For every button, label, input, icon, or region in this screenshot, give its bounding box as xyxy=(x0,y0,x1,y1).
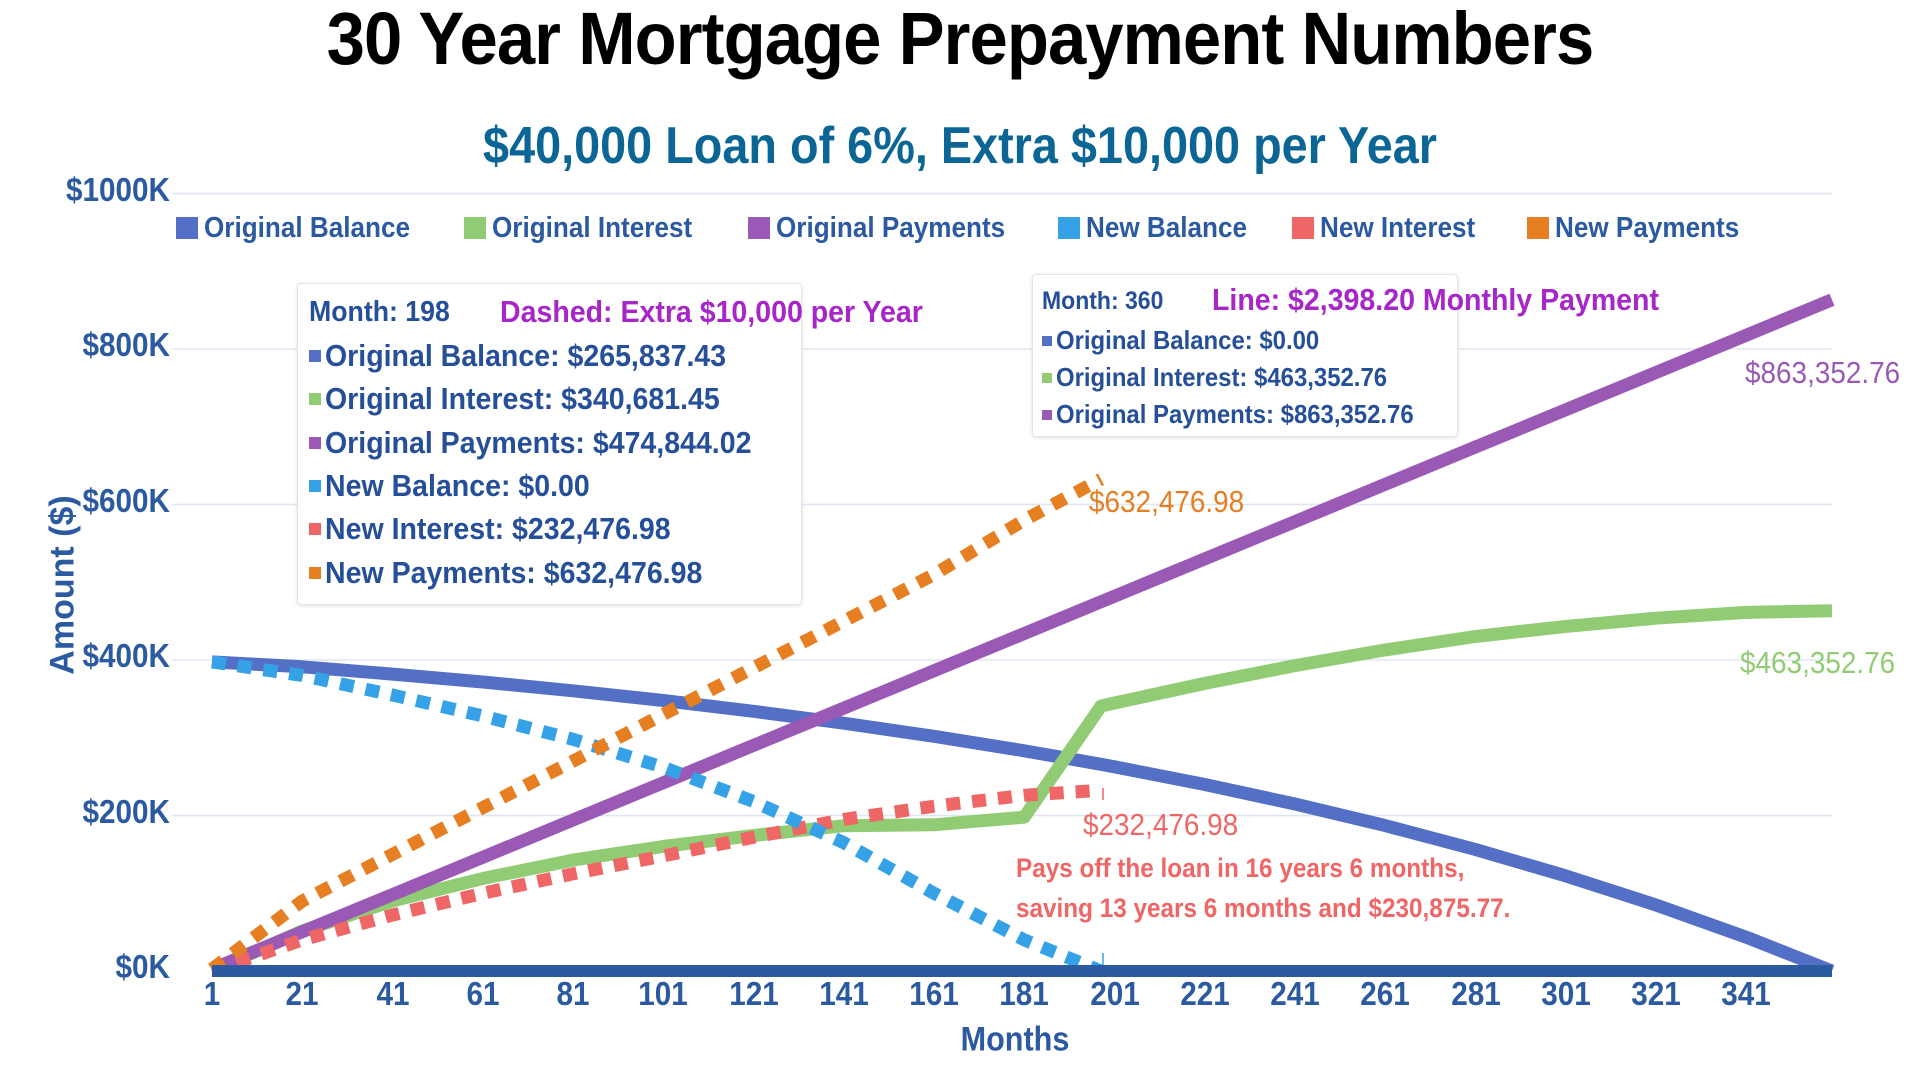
series-line-original-interest[interactable] xyxy=(209,604,1833,977)
series-swatch-icon xyxy=(309,437,321,449)
series-swatch-icon xyxy=(309,567,321,579)
tooltip-month-198 xyxy=(297,283,802,605)
x-tick: 101 xyxy=(638,975,689,1012)
series-line-new-interest[interactable] xyxy=(209,783,1102,978)
legend-item-new-balance[interactable]: New Balance xyxy=(1058,208,1265,248)
legend-item-original-payments[interactable]: Original Payments xyxy=(748,208,1031,248)
legend-item-original-interest[interactable]: Original Interest xyxy=(464,208,714,248)
tooltip-row-original-interest: Original Interest: $340,681.45 xyxy=(309,381,754,417)
legend-label: Original Interest xyxy=(492,211,693,244)
series-line-original-payments[interactable] xyxy=(209,293,1835,976)
tooltip-month-360 xyxy=(1032,274,1458,437)
x-tick: 41 xyxy=(375,975,410,1012)
series-swatch-icon xyxy=(309,350,321,362)
tooltip-month-360-note: Line: $2,398.20 Monthly Payment xyxy=(1212,282,1659,317)
series-layer xyxy=(208,293,1835,978)
end-label-original-interest: $463,352.76 xyxy=(1740,645,1896,680)
series-swatch-icon xyxy=(1042,372,1052,383)
y-tick: $200K xyxy=(82,793,170,830)
chart-subtitle: $40,000 Loan of 6%, Extra $10,000 per Ye… xyxy=(483,117,1437,175)
x-tick: 261 xyxy=(1360,975,1411,1012)
x-tick: 221 xyxy=(1179,975,1230,1012)
x-tick: 1 xyxy=(203,975,221,1012)
tooltip-row-text: Original Payments: $474,844.02 xyxy=(325,425,752,460)
tooltip-month-198-note: Dashed: Extra $10,000 per Year xyxy=(500,294,923,329)
end-label-original-payments: $863,352.76 xyxy=(1745,355,1901,390)
tooltip-row-text: Original Balance: $0.00 xyxy=(1056,325,1320,355)
tooltip-row-text: New Interest: $232,476.98 xyxy=(325,511,671,546)
series-swatch-icon xyxy=(309,480,321,492)
legend-label: Original Balance xyxy=(204,211,410,244)
series-line-new-payments[interactable] xyxy=(208,473,1105,975)
savings-annotation-line2: saving 13 years 6 months and $230,875.77… xyxy=(1016,893,1511,923)
legend-swatch-icon xyxy=(1292,217,1314,239)
legend-item-original-balance[interactable]: Original Balance xyxy=(176,208,433,248)
y-tick: $0K xyxy=(115,948,170,985)
x-tick: 241 xyxy=(1270,975,1320,1012)
tooltip-row-original-payments: Original Payments: $474,844.02 xyxy=(309,425,789,461)
legend-label: New Interest xyxy=(1320,211,1476,244)
x-tick: 201 xyxy=(1089,975,1140,1012)
x-axis-line xyxy=(212,965,1832,977)
legend-swatch-icon xyxy=(176,217,198,239)
x-tick: 21 xyxy=(285,975,319,1012)
tooltip-row-new-payments: New Payments: $632,476.98 xyxy=(309,555,735,591)
legend-swatch-icon xyxy=(1058,217,1080,239)
x-tick: 281 xyxy=(1450,975,1501,1012)
x-tick: 161 xyxy=(909,975,959,1012)
legend-label: Original Payments xyxy=(776,211,1006,244)
tooltip-row-text: Original Interest: $463,352.76 xyxy=(1056,362,1388,392)
series-swatch-icon xyxy=(1042,335,1052,346)
legend-label: New Payments xyxy=(1555,211,1740,244)
series-swatch-icon xyxy=(1042,409,1052,420)
tooltip-row-original-balance: Original Balance: $265,837.43 xyxy=(309,338,761,374)
y-tick: $800K xyxy=(82,326,170,363)
x-axis-label: Months xyxy=(960,1020,1070,1059)
tooltip-row-text: Original Interest: $340,681.45 xyxy=(325,381,720,416)
tooltip-row-original-payments: Original Payments: $863,352.76 xyxy=(1042,399,1445,430)
x-tick: 141 xyxy=(818,975,869,1012)
tooltip-row-text: New Payments: $632,476.98 xyxy=(325,555,703,590)
end-label-new-interest: $232,476.98 xyxy=(1083,807,1239,842)
x-tick: 181 xyxy=(999,975,1050,1012)
y-tick: $400K xyxy=(82,637,170,674)
chart-title: 30 Year Mortgage Prepayment Numbers xyxy=(326,0,1595,80)
tooltip-row-original-interest: Original Interest: $463,352.76 xyxy=(1042,362,1416,393)
x-tick: 341 xyxy=(1721,975,1772,1012)
x-tick: 321 xyxy=(1631,975,1681,1012)
tooltip-month-360-label: Month: 360 xyxy=(1042,287,1164,315)
tooltip-row-text: Original Balance: $265,837.43 xyxy=(325,338,727,373)
series-swatch-icon xyxy=(309,393,321,405)
legend-label: New Balance xyxy=(1086,211,1248,244)
x-tick: 61 xyxy=(466,975,500,1012)
legend-item-new-interest[interactable]: New Interest xyxy=(1292,208,1492,248)
tooltip-row-text: Original Payments: $863,352.76 xyxy=(1056,399,1414,429)
x-tick: 301 xyxy=(1540,975,1591,1012)
x-tick: 81 xyxy=(556,975,590,1012)
series-swatch-icon xyxy=(309,523,321,535)
legend-swatch-icon xyxy=(464,217,486,239)
legend-swatch-icon xyxy=(1527,217,1549,239)
tooltip-row-new-interest: New Interest: $232,476.98 xyxy=(309,511,701,547)
tooltip-month-198-label: Month: 198 xyxy=(309,296,450,328)
x-tick: 121 xyxy=(728,975,779,1012)
tooltip-row-new-balance: New Balance: $0.00 xyxy=(309,468,613,504)
tooltip-row-text: New Balance: $0.00 xyxy=(325,468,590,503)
y-tick: $600K xyxy=(82,482,170,519)
end-label-new-payments: $632,476.98 xyxy=(1089,484,1245,519)
y-axis-label: Amount ($) xyxy=(43,495,82,675)
y-tick: $1000K xyxy=(65,171,170,208)
savings-annotation-line1: Pays off the loan in 16 years 6 months, xyxy=(1016,853,1465,883)
legend-item-new-payments[interactable]: New Payments xyxy=(1527,208,1760,248)
tooltip-row-original-balance: Original Balance: $0.00 xyxy=(1042,325,1342,356)
legend-swatch-icon xyxy=(748,217,770,239)
